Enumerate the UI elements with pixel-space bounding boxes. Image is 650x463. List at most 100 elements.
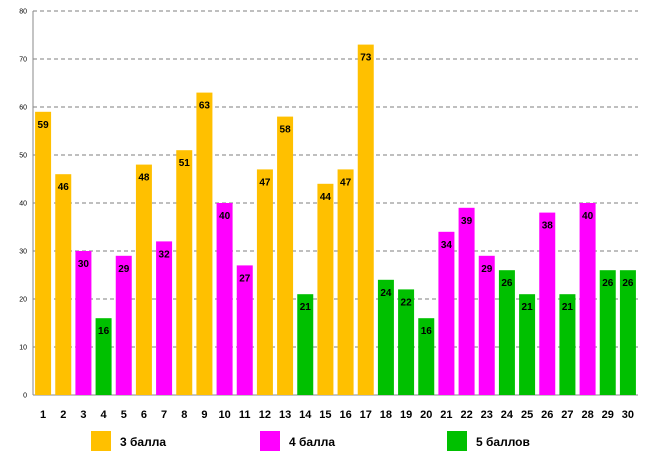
data-label-14: 21 xyxy=(300,302,312,313)
bar-20 xyxy=(418,318,435,395)
legend-label-4: 4 балла xyxy=(289,435,335,449)
data-label-4: 16 xyxy=(98,326,110,337)
legend-label-5: 5 баллов xyxy=(476,435,530,449)
x-tick-label-7: 7 xyxy=(161,409,167,421)
x-tick-label-25: 25 xyxy=(521,409,533,421)
x-tick-label-30: 30 xyxy=(622,409,634,421)
x-tick-label-21: 21 xyxy=(440,409,452,421)
gridlines xyxy=(33,10,638,348)
data-label-8: 51 xyxy=(179,158,191,169)
x-tick-label-4: 4 xyxy=(101,409,108,421)
data-label-6: 48 xyxy=(138,173,150,184)
data-label-1: 59 xyxy=(38,120,50,131)
data-label-27: 21 xyxy=(562,302,574,313)
data-label-23: 29 xyxy=(481,264,493,275)
y-tick-label-10: 10 xyxy=(19,345,27,352)
bar-4 xyxy=(95,318,112,395)
x-tick-label-19: 19 xyxy=(400,409,412,421)
legend-swatch-4 xyxy=(260,431,280,451)
x-tick-label-26: 26 xyxy=(541,409,553,421)
bar-15 xyxy=(317,183,334,395)
data-label-11: 27 xyxy=(239,273,251,284)
data-label-15: 44 xyxy=(320,192,332,203)
bar-10 xyxy=(216,203,233,395)
bar-3 xyxy=(75,251,92,395)
x-tick-label-16: 16 xyxy=(339,409,351,421)
legend-swatch-3 xyxy=(91,431,111,451)
x-tick-label-12: 12 xyxy=(259,409,271,421)
y-tick-label-30: 30 xyxy=(19,249,27,256)
data-label-2: 46 xyxy=(58,182,70,193)
data-label-24: 26 xyxy=(501,278,513,289)
legend-swatch-5 xyxy=(447,431,467,451)
bar-5 xyxy=(115,255,132,395)
data-label-21: 34 xyxy=(441,240,453,251)
y-tick-label-80: 80 xyxy=(19,9,27,16)
bar-26 xyxy=(539,212,556,395)
data-label-13: 58 xyxy=(280,125,292,136)
data-label-20: 16 xyxy=(421,326,433,337)
x-tick-label-5: 5 xyxy=(121,409,127,421)
x-tick-label-8: 8 xyxy=(181,409,187,421)
bar-1 xyxy=(35,111,52,396)
bar-16 xyxy=(337,169,354,395)
data-label-18: 24 xyxy=(380,288,392,299)
bars xyxy=(35,44,636,396)
data-label-29: 26 xyxy=(602,278,614,289)
x-tick-label-14: 14 xyxy=(299,409,312,421)
data-labels: 59 46 30 16 29 48 32 51 63 40 27 47 58 21 44 47 73 24 22 16… xyxy=(38,53,634,338)
x-tick-label-2: 2 xyxy=(60,409,66,421)
data-label-17: 73 xyxy=(360,53,372,64)
bar-8 xyxy=(176,150,193,395)
bar-6 xyxy=(135,164,152,395)
y-tick-label-0: 0 xyxy=(23,393,27,400)
data-label-28: 40 xyxy=(582,211,594,222)
data-label-16: 47 xyxy=(340,177,352,188)
bar-24 xyxy=(498,270,515,395)
bar-23 xyxy=(478,255,495,395)
bar-25 xyxy=(519,294,536,395)
bar-30 xyxy=(619,270,636,395)
bar-2 xyxy=(55,174,72,395)
x-tick-label-17: 17 xyxy=(360,409,372,421)
y-tick-label-70: 70 xyxy=(19,57,27,64)
x-tick-label-10: 10 xyxy=(218,409,230,421)
data-label-26: 38 xyxy=(542,221,554,232)
bar-14 xyxy=(297,294,314,395)
data-label-10: 40 xyxy=(219,211,231,222)
x-tick-label-28: 28 xyxy=(581,409,593,421)
bar-17 xyxy=(357,44,374,395)
data-label-3: 30 xyxy=(78,259,90,270)
x-tick-label-15: 15 xyxy=(319,409,331,421)
data-label-5: 29 xyxy=(118,264,130,275)
data-label-25: 21 xyxy=(522,302,534,313)
x-tick-label-20: 20 xyxy=(420,409,432,421)
x-tick-label-18: 18 xyxy=(380,409,392,421)
x-tick-label-1: 1 xyxy=(40,409,46,421)
y-tick-label-40: 40 xyxy=(19,201,27,208)
data-label-7: 32 xyxy=(159,249,171,260)
bar-22 xyxy=(458,207,475,395)
bar-27 xyxy=(559,294,576,395)
x-tick-label-22: 22 xyxy=(460,409,472,421)
bar-21 xyxy=(438,231,455,395)
bar-12 xyxy=(256,169,273,395)
x-tick-label-11: 11 xyxy=(239,409,251,421)
bar-13 xyxy=(277,116,294,395)
data-label-9: 63 xyxy=(199,101,211,112)
bar-9 xyxy=(196,92,213,395)
bar-28 xyxy=(579,203,596,395)
y-tick-label-60: 60 xyxy=(19,105,27,112)
bar-18 xyxy=(377,279,394,395)
bar-29 xyxy=(599,270,616,395)
legend: 3 балла 4 балла 5 баллов xyxy=(91,431,530,451)
x-tick-label-6: 6 xyxy=(141,409,147,421)
y-tick-label-50: 50 xyxy=(19,153,27,160)
x-tick-label-3: 3 xyxy=(80,409,86,421)
y-tick-label-20: 20 xyxy=(19,297,27,304)
bar-19 xyxy=(398,289,415,395)
data-label-30: 26 xyxy=(622,278,634,289)
